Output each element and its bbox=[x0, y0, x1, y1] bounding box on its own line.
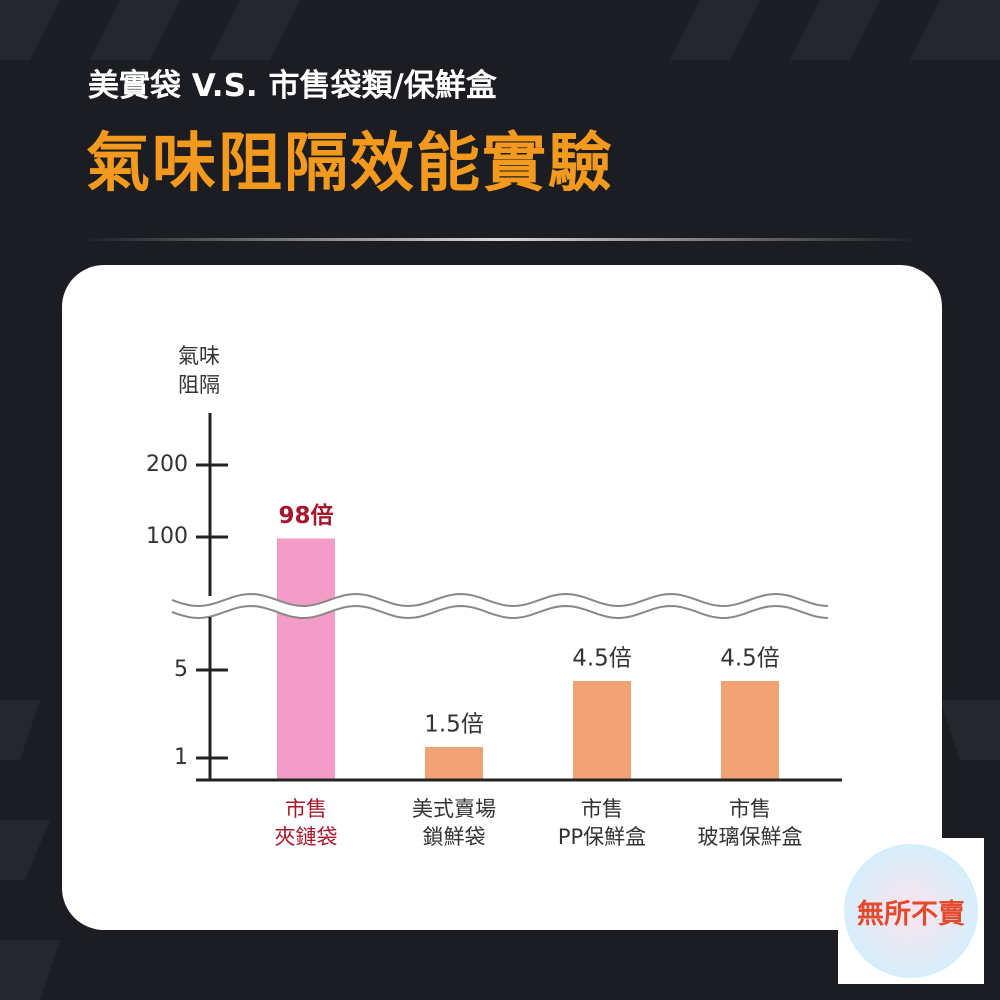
y-tick-label: 100 bbox=[146, 524, 188, 549]
x-tick-label: 市售 玻璃保鮮盒 bbox=[697, 797, 803, 849]
y-tick-label: 1 bbox=[174, 745, 188, 770]
bar bbox=[277, 538, 335, 780]
divider bbox=[80, 238, 920, 241]
y-axis-label: 氣味 阻隔 bbox=[178, 344, 220, 397]
axis-break-line bbox=[171, 604, 829, 620]
y-tick-label: 5 bbox=[174, 657, 188, 682]
axis-break bbox=[172, 594, 830, 618]
watermark-logo: 無所不賣 bbox=[838, 838, 984, 984]
y-tick-label: 200 bbox=[146, 452, 188, 477]
bar bbox=[721, 681, 779, 780]
bar bbox=[425, 747, 483, 780]
subtitle: 美實袋 V.S. 市售袋類/保鮮盒 bbox=[88, 68, 497, 104]
bar bbox=[573, 681, 631, 780]
x-tick-label: 美式賣場 鎖鮮袋 bbox=[412, 797, 496, 849]
title: 氣味阻隔效能實驗 bbox=[86, 127, 614, 201]
value-label: 4.5倍 bbox=[720, 646, 780, 672]
value-label: 98倍 bbox=[278, 502, 333, 529]
value-label: 1.5倍 bbox=[424, 712, 484, 738]
watermark: 無所不賣 bbox=[844, 844, 978, 978]
value-label: 4.5倍 bbox=[572, 646, 632, 672]
axis-break-line bbox=[171, 592, 829, 608]
plot: 98倍 1.5倍 4.5倍 4.5倍 1 5 100 200 bbox=[146, 413, 842, 782]
x-tick-label: 市售 PP保鮮盒 bbox=[557, 797, 647, 849]
x-tick-label: 市售 夾鏈袋 bbox=[274, 797, 338, 849]
